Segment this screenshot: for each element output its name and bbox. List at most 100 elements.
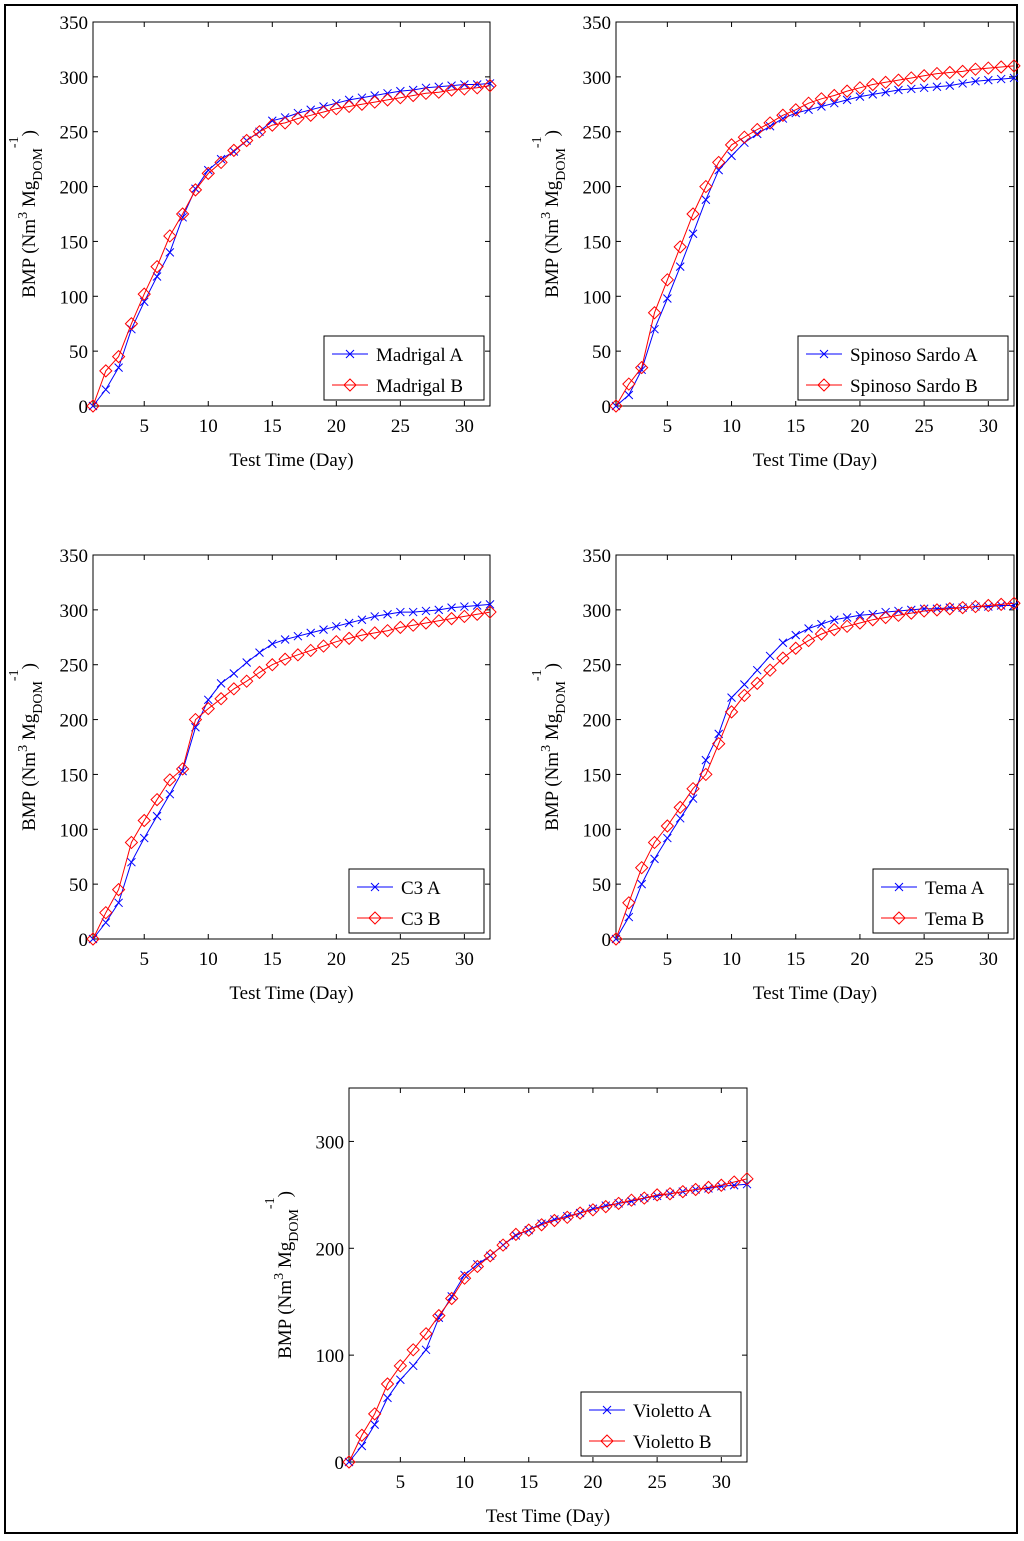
- plot-box: [348, 1087, 748, 1463]
- data-point: [878, 610, 893, 625]
- y-tick-label: 300: [60, 68, 89, 89]
- data-point: [634, 360, 649, 375]
- data-point: [457, 82, 472, 96]
- chart-1: 0 50 100 150 200 250 300 350 5 10 15 20 25 30 Test Tim…: [7, 13, 497, 471]
- legend-box: [872, 868, 1009, 934]
- data-point: [316, 639, 331, 653]
- data-point: [355, 1428, 369, 1442]
- x-tick-label: 5: [139, 949, 149, 970]
- legend-box: [348, 868, 485, 934]
- x-tick-label: 20: [850, 416, 869, 437]
- data-point: [609, 932, 623, 946]
- data-point: [917, 69, 931, 83]
- data-point: [175, 207, 190, 221]
- data-point: [406, 88, 420, 103]
- data-point: [470, 1259, 485, 1274]
- y-axis-label-part: -1: [263, 1197, 278, 1209]
- data-point: [855, 610, 865, 620]
- series-line: [348, 1178, 748, 1463]
- y-axis-label-part: ): [542, 663, 563, 669]
- data-point: [853, 616, 867, 630]
- y-axis-label-part: Mg: [542, 713, 563, 745]
- data-point: [701, 195, 711, 205]
- data-point: [86, 399, 100, 413]
- data-point: [943, 65, 957, 80]
- y-axis-label-part: Mg: [275, 1241, 296, 1273]
- y-axis-label: BMP (Nm3 MgDOM -1): [7, 663, 46, 831]
- x-tick-label: 10: [722, 416, 741, 437]
- data-point: [983, 75, 993, 85]
- data-point: [203, 695, 213, 705]
- data-point: [866, 77, 880, 92]
- data-point: [943, 602, 957, 616]
- legend: Madrigal A Madrigal B: [323, 335, 485, 401]
- data-point: [776, 108, 790, 122]
- data-point: [201, 166, 215, 181]
- legend-label: Madrigal B: [376, 376, 463, 397]
- data-point: [801, 96, 816, 110]
- data-point: [483, 605, 497, 619]
- data-point: [727, 693, 736, 702]
- data-point: [622, 377, 636, 391]
- data-point: [214, 692, 228, 706]
- legend-marker: [892, 911, 906, 925]
- data-point: [724, 705, 739, 719]
- data-point: [855, 92, 865, 101]
- x-axis-label: Test Time (Day): [753, 450, 877, 471]
- y-tick-label: 0: [79, 397, 89, 418]
- plot-box: [92, 21, 491, 407]
- y-axis-label-part: Mg: [542, 180, 563, 212]
- data-point: [101, 918, 111, 927]
- y-tick-label: 250: [583, 123, 612, 144]
- data-point: [203, 165, 213, 175]
- y-tick-label: 300: [583, 601, 612, 622]
- y-tick-label: 50: [69, 342, 88, 363]
- y-tick-label: 300: [583, 68, 612, 89]
- data-point: [763, 116, 777, 130]
- data-point: [280, 635, 290, 644]
- y-tick-label: 300: [60, 601, 89, 622]
- data-point: [178, 212, 187, 222]
- data-point: [663, 1187, 677, 1201]
- legend-marker: [600, 1434, 614, 1448]
- data-point: [714, 1178, 729, 1192]
- y-tick-label: 100: [60, 287, 89, 308]
- data-point: [432, 85, 446, 99]
- y-axis-label-part: DOM: [554, 148, 569, 181]
- data-point: [419, 616, 433, 630]
- data-point: [676, 1184, 690, 1199]
- plot-box: [92, 554, 491, 940]
- data-point: [150, 792, 164, 807]
- data-point: [994, 60, 1008, 74]
- data-point: [663, 833, 672, 843]
- data-point: [137, 287, 151, 301]
- data-point: [444, 611, 459, 626]
- data-point: [447, 603, 456, 613]
- data-point: [291, 648, 305, 662]
- x-tick-label: 30: [979, 416, 998, 437]
- data-point: [152, 811, 162, 821]
- data-point: [750, 122, 764, 137]
- data-point: [660, 819, 675, 833]
- y-axis-label-part: ): [19, 663, 40, 669]
- data-point: [460, 80, 469, 89]
- data-point: [917, 604, 931, 618]
- data-point: [840, 619, 854, 634]
- data-point: [278, 116, 292, 130]
- data-point: [304, 108, 318, 122]
- y-axis-label-part: -1: [7, 136, 22, 148]
- data-point: [599, 1199, 613, 1214]
- data-point: [701, 755, 711, 765]
- plot-box: [615, 554, 1015, 940]
- data-point: [624, 912, 634, 922]
- data-point: [370, 612, 380, 621]
- data-point: [447, 81, 456, 90]
- data-point: [740, 680, 749, 689]
- data-point: [817, 619, 826, 629]
- legend-marker: [343, 378, 357, 392]
- y-tick-label: 100: [316, 1346, 345, 1367]
- data-point: [485, 600, 495, 609]
- data-point: [214, 155, 228, 170]
- data-point: [932, 82, 942, 92]
- data-point: [842, 95, 852, 105]
